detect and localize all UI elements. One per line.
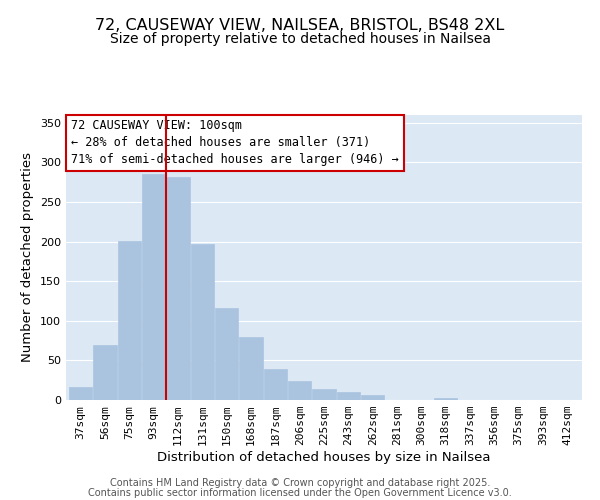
X-axis label: Distribution of detached houses by size in Nailsea: Distribution of detached houses by size … xyxy=(157,451,491,464)
Bar xyxy=(313,389,335,400)
Text: Contains HM Land Registry data © Crown copyright and database right 2025.: Contains HM Land Registry data © Crown c… xyxy=(110,478,490,488)
Bar xyxy=(361,395,384,400)
Bar xyxy=(337,392,360,400)
Text: 72 CAUSEWAY VIEW: 100sqm
← 28% of detached houses are smaller (371)
71% of semi-: 72 CAUSEWAY VIEW: 100sqm ← 28% of detach… xyxy=(71,120,399,166)
Bar xyxy=(118,241,141,400)
Text: Contains public sector information licensed under the Open Government Licence v3: Contains public sector information licen… xyxy=(88,488,512,498)
Bar xyxy=(142,174,165,400)
Bar xyxy=(434,398,457,400)
Y-axis label: Number of detached properties: Number of detached properties xyxy=(22,152,34,362)
Bar xyxy=(166,177,190,400)
Text: Size of property relative to detached houses in Nailsea: Size of property relative to detached ho… xyxy=(110,32,491,46)
Text: 72, CAUSEWAY VIEW, NAILSEA, BRISTOL, BS48 2XL: 72, CAUSEWAY VIEW, NAILSEA, BRISTOL, BS4… xyxy=(95,18,505,32)
Bar xyxy=(191,244,214,400)
Bar xyxy=(215,308,238,400)
Bar xyxy=(264,369,287,400)
Bar xyxy=(69,386,92,400)
Bar xyxy=(239,336,263,400)
Bar xyxy=(288,381,311,400)
Bar xyxy=(94,346,116,400)
